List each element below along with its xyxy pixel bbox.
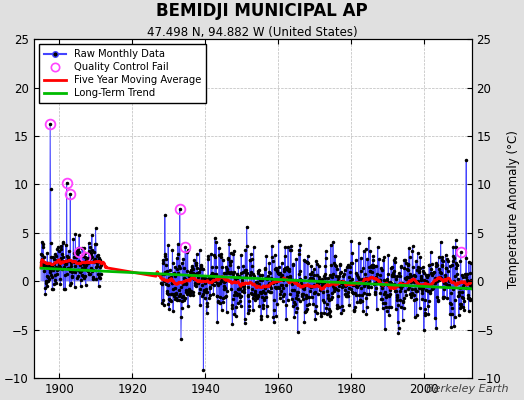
- Text: Berkeley Earth: Berkeley Earth: [426, 384, 508, 394]
- Legend: Raw Monthly Data, Quality Control Fail, Five Year Moving Average, Long-Term Tren: Raw Monthly Data, Quality Control Fail, …: [39, 44, 206, 103]
- Title: 47.498 N, 94.882 W (United States): 47.498 N, 94.882 W (United States): [147, 26, 358, 39]
- Text: BEMIDJI MUNICIPAL AP: BEMIDJI MUNICIPAL AP: [156, 2, 368, 20]
- Y-axis label: Temperature Anomaly (°C): Temperature Anomaly (°C): [507, 130, 520, 288]
